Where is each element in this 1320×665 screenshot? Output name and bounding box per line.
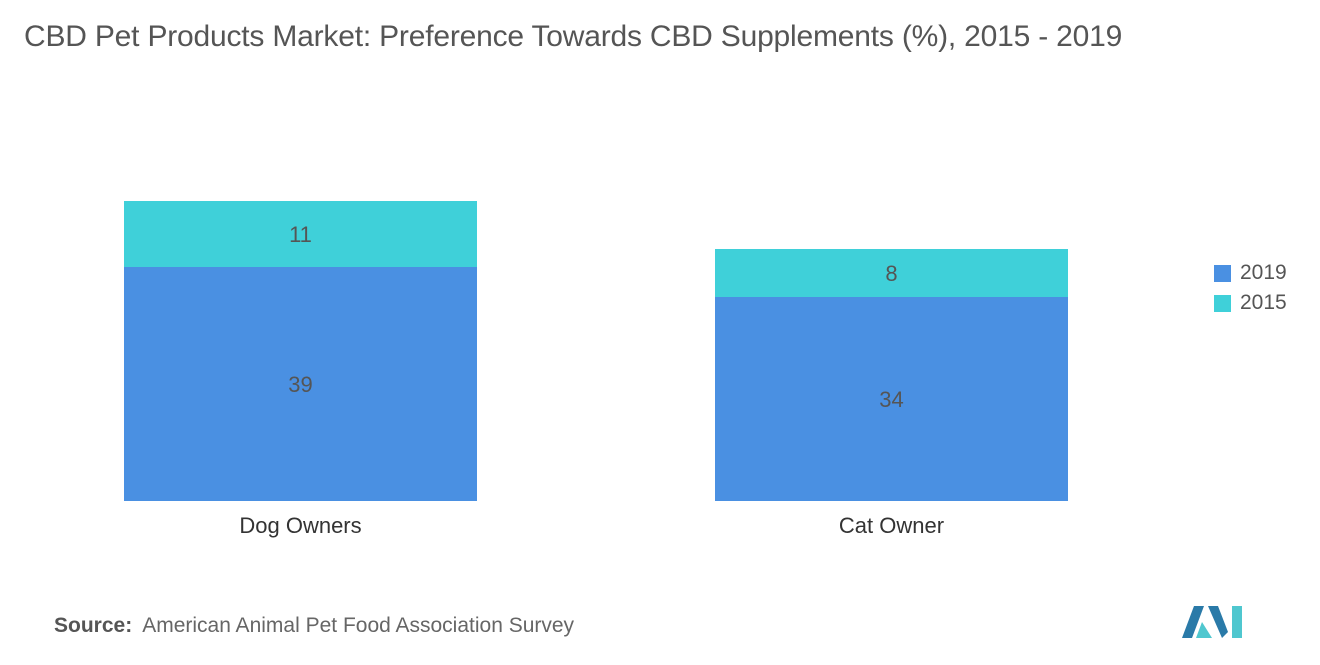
source-note: Source: American Animal Pet Food Associat…	[54, 614, 574, 638]
bar-dog-owners-2019	[124, 267, 477, 501]
bar-cat-owner-2015	[715, 249, 1068, 297]
legend-label-2015: 2015	[1240, 291, 1287, 314]
chart-legend: 2019 2015	[1214, 258, 1287, 318]
chart-title: CBD Pet Products Market: Preference Towa…	[24, 20, 1123, 53]
legend-swatch-2019	[1214, 264, 1231, 282]
mordor-intelligence-logo-icon	[1182, 606, 1242, 638]
data-label-dog-owners-2019: 39	[288, 372, 312, 397]
category-label-cat-owner: Cat Owner	[839, 513, 944, 538]
bar-cat-owner-2019	[715, 297, 1068, 501]
legend-item-2019: 2019	[1214, 258, 1287, 288]
legend-item-2015: 2015	[1214, 288, 1287, 318]
source-text: American Animal Pet Food Association Sur…	[142, 614, 575, 637]
data-label-dog-owners-2015: 11	[289, 222, 312, 247]
bar-dog-owners-2015	[124, 201, 477, 267]
category-label-dog-owners: Dog Owners	[239, 513, 361, 538]
data-label-cat-owner-2015: 8	[885, 261, 897, 286]
source-label: Source:	[54, 614, 133, 637]
data-label-cat-owner-2019: 34	[879, 387, 903, 412]
legend-swatch-2015	[1214, 294, 1231, 312]
legend-label-2019: 2019	[1240, 261, 1287, 284]
